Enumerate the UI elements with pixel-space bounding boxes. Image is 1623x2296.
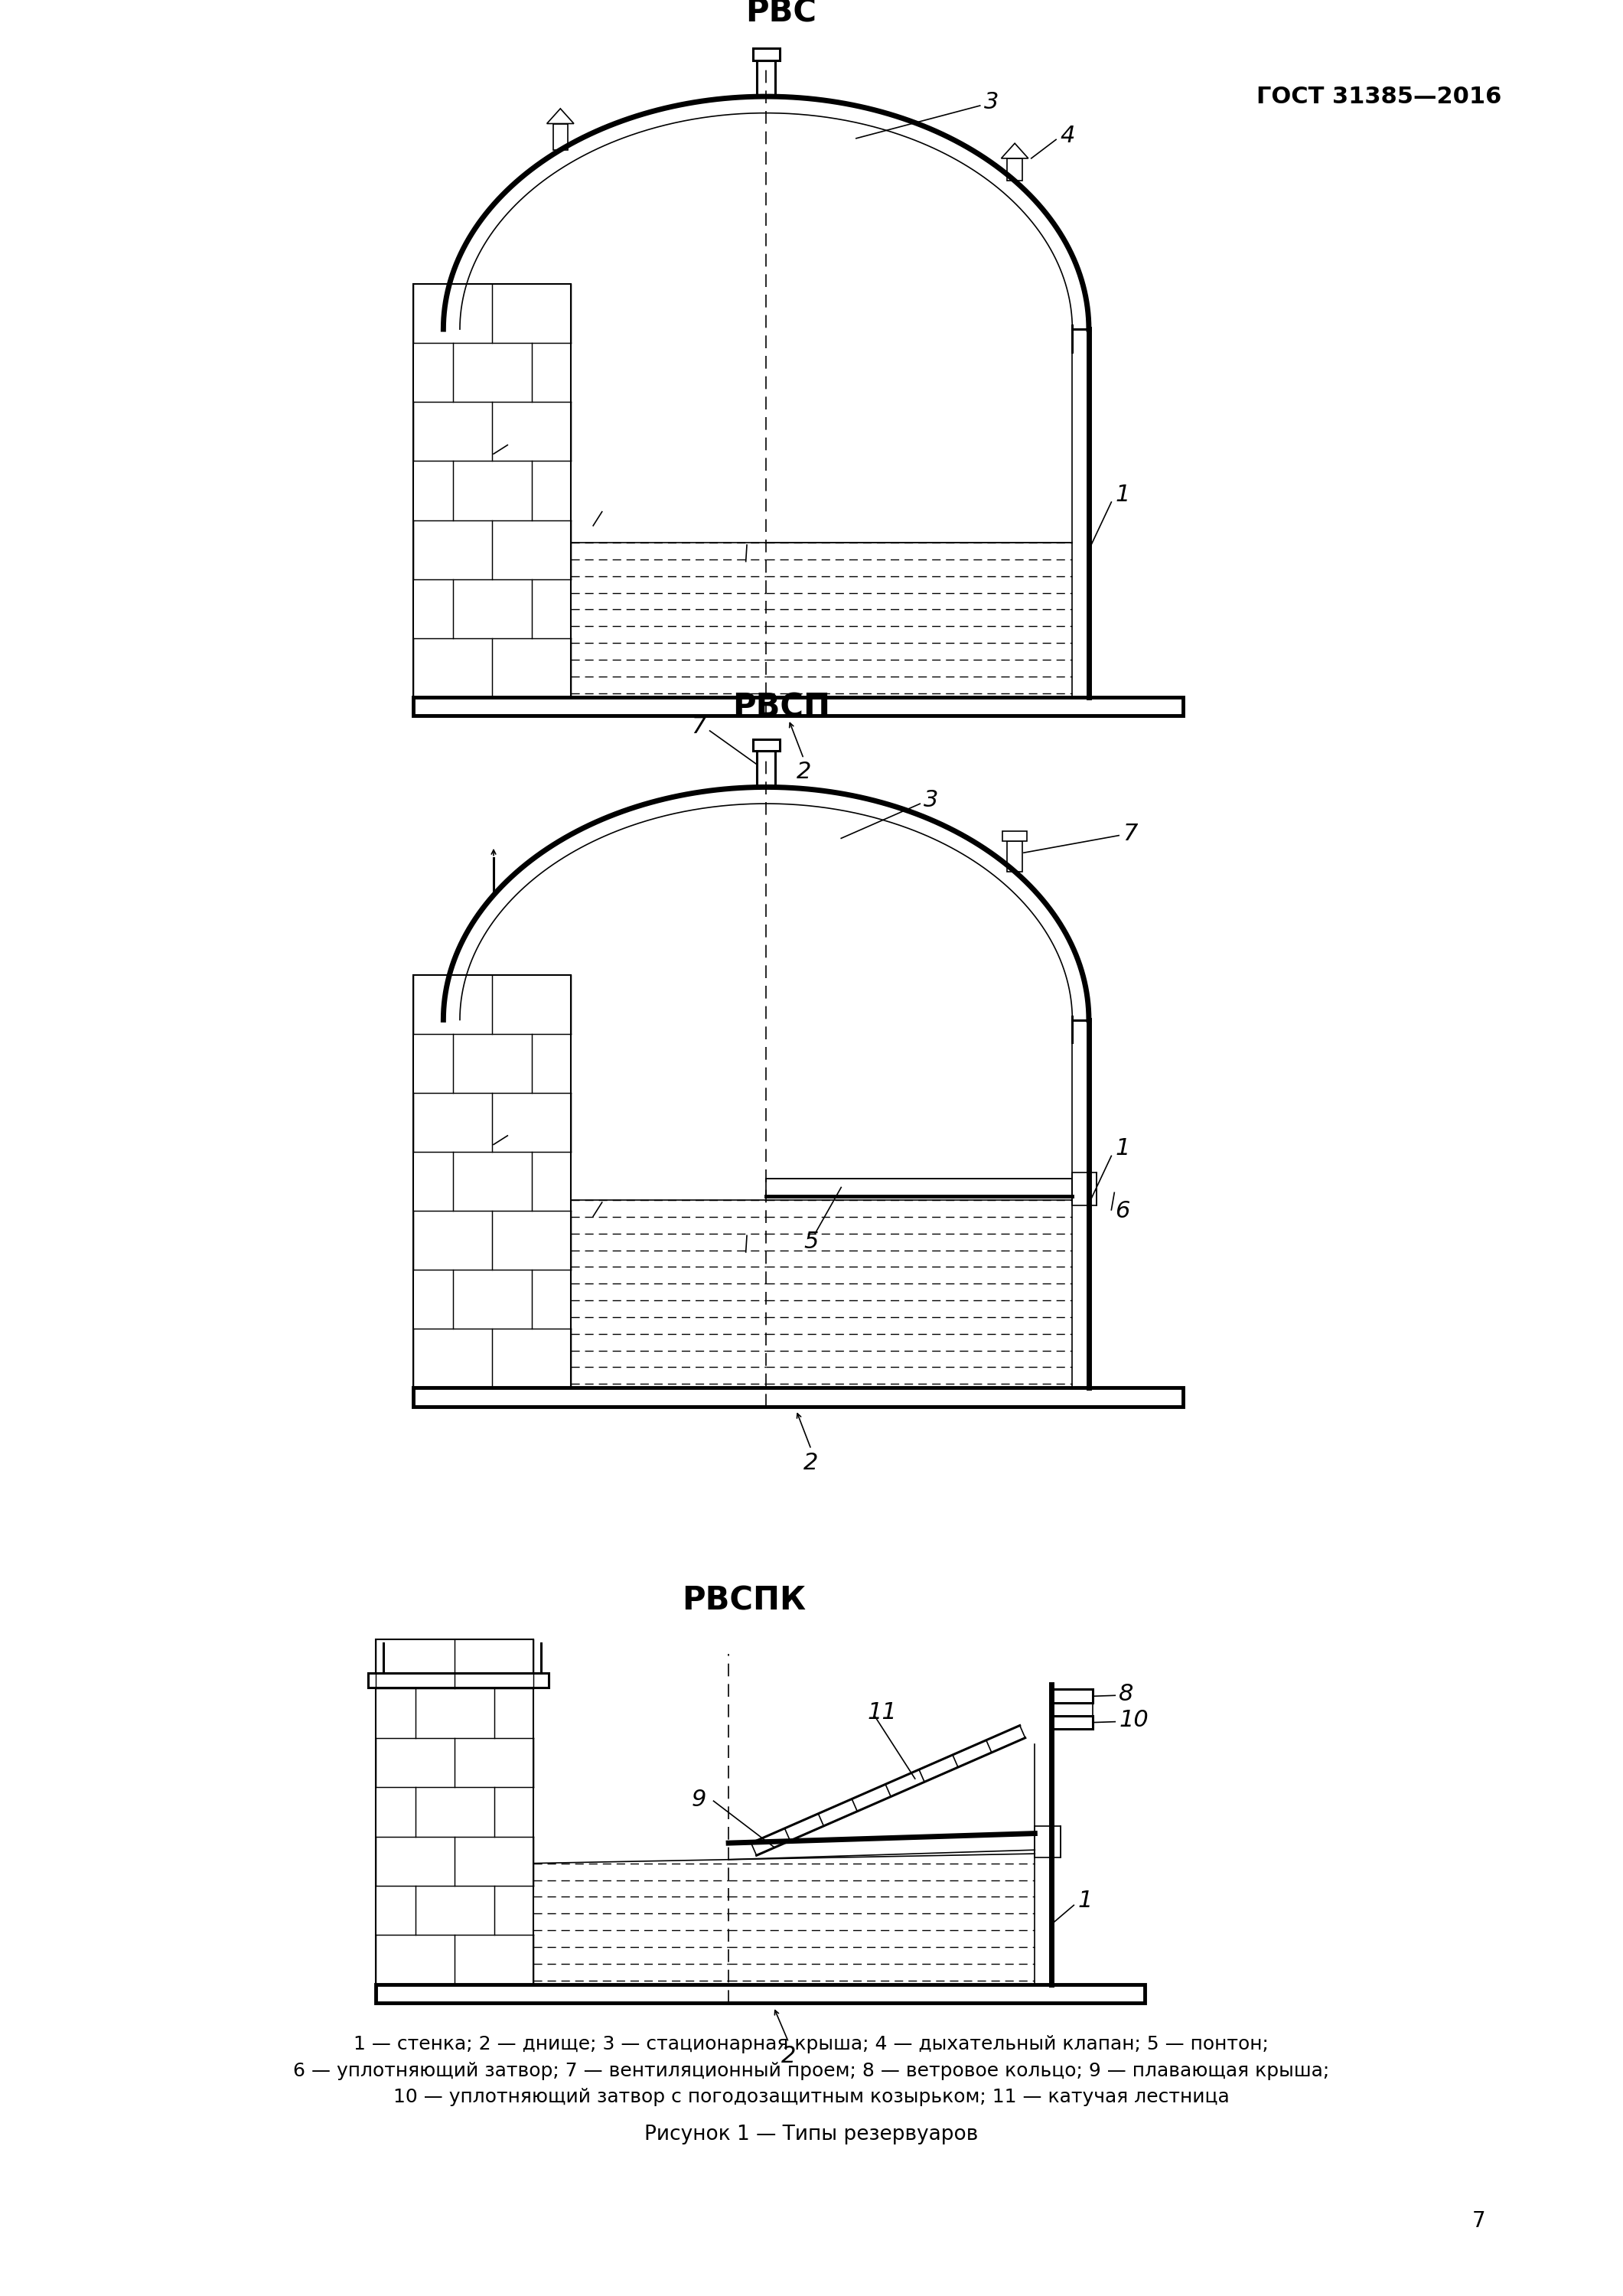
Bar: [753, 48, 779, 60]
Text: 2: 2: [781, 2046, 795, 2066]
Text: 6: 6: [1115, 1201, 1130, 1221]
Bar: [1035, 1825, 1060, 1857]
Bar: [753, 739, 779, 751]
Polygon shape: [1001, 142, 1029, 158]
Bar: [414, 285, 571, 698]
Text: 7: 7: [1123, 822, 1138, 845]
Bar: [1003, 831, 1027, 840]
Bar: [377, 1984, 1146, 2002]
Bar: [756, 60, 776, 96]
Text: 11: 11: [867, 1701, 898, 1724]
Bar: [756, 751, 776, 788]
Text: 10 — уплотняющий затвор с погодозащитным козырьком; 11 — катучая лестница: 10 — уплотняющий затвор с погодозащитным…: [393, 2087, 1229, 2105]
Text: 1: 1: [1115, 484, 1130, 505]
Text: 3: 3: [923, 790, 938, 810]
Text: 8: 8: [1118, 1683, 1134, 1706]
Bar: [368, 1674, 549, 1688]
Bar: [377, 1639, 534, 1984]
Text: ГОСТ 31385—2016: ГОСТ 31385—2016: [1256, 85, 1501, 108]
Text: РВС: РВС: [745, 0, 816, 30]
Bar: [553, 124, 568, 149]
Text: 3: 3: [984, 92, 998, 113]
Text: 1: 1: [1115, 1137, 1130, 1159]
Text: РВСПК: РВСПК: [682, 1584, 805, 1616]
Text: РВСП: РВСП: [732, 691, 829, 723]
Bar: [1052, 1690, 1092, 1704]
Bar: [1052, 1715, 1092, 1729]
Bar: [414, 698, 1183, 716]
Bar: [414, 1387, 1183, 1407]
Text: 9: 9: [691, 1789, 706, 1812]
Text: 4: 4: [1060, 124, 1074, 147]
Text: 5: 5: [803, 1231, 818, 1254]
Text: 10: 10: [1118, 1708, 1149, 1731]
Bar: [1008, 158, 1022, 181]
Bar: [766, 1178, 1073, 1196]
Polygon shape: [547, 108, 575, 124]
Text: 1 — стенка; 2 — днище; 3 — стационарная крыша; 4 — дыхательный клапан; 5 — понто: 1 — стенка; 2 — днище; 3 — стационарная …: [354, 2034, 1269, 2053]
Bar: [1008, 840, 1022, 872]
Bar: [414, 976, 571, 1387]
Text: 2: 2: [803, 1451, 818, 1474]
Bar: [1073, 1173, 1097, 1205]
Text: 7: 7: [1472, 2211, 1487, 2232]
Text: 2: 2: [797, 760, 812, 783]
Text: 1: 1: [1078, 1890, 1092, 1913]
Text: Рисунок 1 — Типы резервуаров: Рисунок 1 — Типы резервуаров: [644, 2124, 979, 2144]
Text: 6 — уплотняющий затвор; 7 — вентиляционный проем; 8 — ветровое кольцо; 9 — плава: 6 — уплотняющий затвор; 7 — вентиляционн…: [294, 2062, 1329, 2080]
Text: 7: 7: [691, 716, 706, 737]
